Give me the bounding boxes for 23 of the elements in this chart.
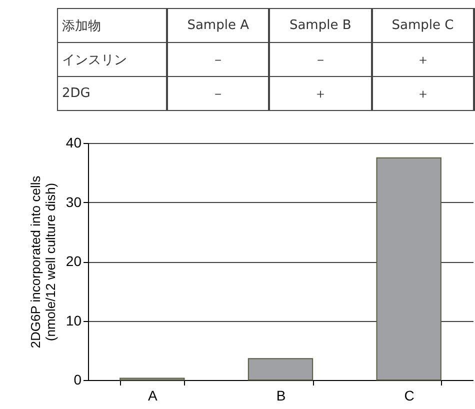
y-tick-label: 40 xyxy=(66,134,82,150)
x-tick-label: C xyxy=(404,388,414,404)
y-axis-title: 2DG6P incorporated into cells (nmole/12 well culture dish) xyxy=(28,175,58,348)
bar xyxy=(248,358,314,380)
text: ＋ xyxy=(372,42,474,76)
text: Sample B xyxy=(269,8,372,42)
y-tick-label: 10 xyxy=(66,312,82,328)
y-tick-label: 0 xyxy=(74,372,82,388)
x-tick-label: B xyxy=(276,388,286,404)
text: － xyxy=(269,42,372,76)
text: ＋ xyxy=(269,76,372,110)
bar xyxy=(376,157,442,380)
text: － xyxy=(167,76,270,110)
y-tick-label: 30 xyxy=(66,194,82,210)
text: 添加物 xyxy=(58,8,167,42)
text: ＋ xyxy=(372,76,474,110)
text: － xyxy=(167,42,270,76)
text: Sample C xyxy=(372,8,474,42)
y-tick-label: 20 xyxy=(66,253,82,269)
text: Sample A xyxy=(167,8,270,42)
text: インスリン xyxy=(58,42,167,76)
text: 2DG xyxy=(58,76,167,110)
x-tick-label: A xyxy=(148,388,158,404)
